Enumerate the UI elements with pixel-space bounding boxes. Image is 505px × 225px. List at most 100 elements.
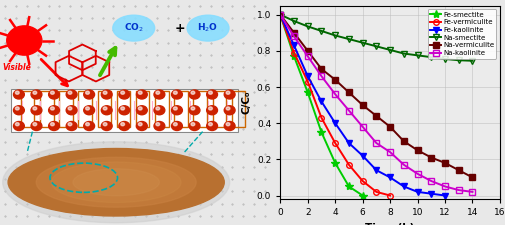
Circle shape — [226, 91, 230, 94]
Fe-kaolinite — [319, 100, 325, 103]
Na-vermiculite — [373, 115, 379, 117]
Line: Na-vermiculite: Na-vermiculite — [277, 12, 475, 180]
Line: Fe-smectite: Fe-smectite — [276, 11, 367, 200]
Circle shape — [191, 107, 195, 110]
Fe-kaolinite — [387, 176, 393, 179]
Na-vermiculite — [470, 176, 476, 179]
Na-smectite — [456, 59, 462, 62]
Fe-smectite — [332, 162, 338, 164]
Circle shape — [224, 106, 235, 115]
Circle shape — [68, 107, 72, 110]
Ellipse shape — [8, 148, 224, 216]
Circle shape — [209, 123, 213, 126]
Circle shape — [156, 91, 160, 94]
Na-vermiculite — [332, 79, 338, 81]
Circle shape — [33, 107, 37, 110]
Circle shape — [189, 122, 200, 130]
Na-kaolinite — [360, 126, 366, 128]
Text: H$_2$O: H$_2$O — [197, 22, 219, 34]
Y-axis label: C/C₀: C/C₀ — [241, 91, 251, 114]
Bar — [11, 89, 238, 132]
Circle shape — [136, 90, 147, 99]
Circle shape — [50, 107, 55, 110]
Na-kaolinite — [415, 172, 421, 175]
Circle shape — [119, 90, 130, 99]
Bar — [155, 91, 169, 127]
Fe-kaolinite — [415, 191, 421, 193]
Circle shape — [136, 122, 147, 130]
Circle shape — [138, 123, 142, 126]
Circle shape — [7, 26, 42, 55]
Na-vermiculite — [346, 91, 352, 94]
Na-smectite — [401, 52, 407, 55]
Na-kaolinite — [387, 151, 393, 153]
Circle shape — [172, 90, 182, 99]
Fe-vermiculite — [332, 142, 338, 144]
Na-smectite — [291, 20, 297, 22]
Na-kaolinite — [401, 163, 407, 166]
Ellipse shape — [36, 157, 196, 207]
Na-smectite — [442, 58, 448, 60]
Fe-smectite — [277, 13, 283, 16]
Line: Na-kaolinite: Na-kaolinite — [277, 12, 475, 195]
Na-smectite — [373, 45, 379, 48]
Fe-kaolinite — [346, 142, 352, 144]
Ellipse shape — [187, 15, 229, 41]
Na-vermiculite — [360, 104, 366, 106]
Na-smectite — [319, 30, 325, 32]
Fe-vermiculite — [387, 194, 393, 197]
Line: Fe-vermiculite: Fe-vermiculite — [277, 12, 393, 198]
Circle shape — [121, 123, 125, 126]
X-axis label: Time (h): Time (h) — [366, 223, 415, 225]
Circle shape — [66, 106, 77, 115]
Text: CO$_2$: CO$_2$ — [124, 22, 143, 34]
Circle shape — [121, 91, 125, 94]
Na-kaolinite — [291, 35, 297, 38]
Circle shape — [33, 123, 37, 126]
Circle shape — [31, 90, 42, 99]
Circle shape — [50, 91, 55, 94]
Circle shape — [48, 90, 60, 99]
Na-smectite — [277, 13, 283, 16]
Circle shape — [68, 91, 72, 94]
Na-vermiculite — [442, 162, 448, 164]
Ellipse shape — [52, 162, 181, 202]
Fe-kaolinite — [305, 75, 311, 77]
Na-smectite — [428, 56, 434, 58]
Circle shape — [68, 123, 72, 126]
Circle shape — [86, 107, 89, 110]
Circle shape — [102, 106, 112, 115]
Na-smectite — [415, 54, 421, 57]
Circle shape — [14, 122, 24, 130]
Circle shape — [50, 123, 55, 126]
Fe-kaolinite — [401, 185, 407, 188]
Fe-vermiculite — [305, 80, 311, 83]
Bar — [97, 91, 111, 127]
Na-kaolinite — [470, 191, 476, 193]
Circle shape — [189, 90, 200, 99]
Fe-kaolinite — [277, 13, 283, 16]
Circle shape — [156, 123, 160, 126]
Circle shape — [207, 122, 218, 130]
Na-kaolinite — [456, 189, 462, 191]
Circle shape — [84, 90, 94, 99]
Circle shape — [66, 90, 77, 99]
Circle shape — [86, 123, 89, 126]
Fe-kaolinite — [428, 192, 434, 195]
Na-vermiculite — [319, 68, 325, 70]
Na-vermiculite — [456, 169, 462, 171]
Na-kaolinite — [442, 185, 448, 188]
Circle shape — [103, 123, 107, 126]
Fe-smectite — [319, 131, 325, 134]
Legend: Fe-smectite, Fe-vermiculite, Fe-kaolinite, Na-smectite, Na-vermiculite, Na-kaoli: Fe-smectite, Fe-vermiculite, Fe-kaolinit… — [428, 9, 496, 59]
Circle shape — [119, 122, 130, 130]
Bar — [213, 91, 226, 127]
Na-kaolinite — [428, 180, 434, 182]
Circle shape — [136, 106, 147, 115]
Line: Fe-kaolinite: Fe-kaolinite — [277, 11, 448, 199]
Na-kaolinite — [346, 109, 352, 112]
Bar — [193, 91, 207, 127]
Bar — [174, 91, 188, 127]
Circle shape — [173, 107, 177, 110]
Na-vermiculite — [387, 126, 393, 128]
